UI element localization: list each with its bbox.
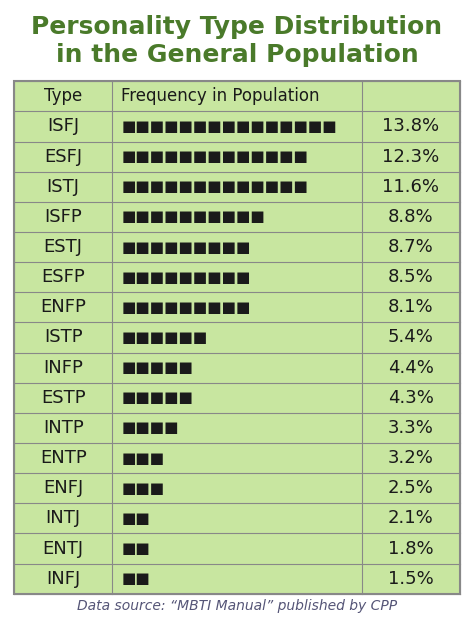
- Text: 1.8%: 1.8%: [388, 539, 434, 558]
- Text: ESTP: ESTP: [41, 389, 85, 407]
- FancyBboxPatch shape: [14, 81, 460, 594]
- Text: INTJ: INTJ: [46, 509, 81, 528]
- Text: Type: Type: [44, 88, 82, 106]
- Text: INTP: INTP: [43, 419, 83, 437]
- Text: ■■: ■■: [121, 571, 150, 586]
- Text: 2.1%: 2.1%: [388, 509, 434, 528]
- Text: 8.1%: 8.1%: [388, 298, 434, 316]
- Text: ■■■: ■■■: [121, 481, 164, 496]
- Text: ENFJ: ENFJ: [43, 479, 83, 498]
- Text: 12.3%: 12.3%: [382, 148, 439, 166]
- Text: INFP: INFP: [43, 359, 83, 377]
- Text: ■■■■: ■■■■: [121, 421, 179, 436]
- Text: 1.5%: 1.5%: [388, 569, 434, 588]
- Text: ESFJ: ESFJ: [44, 148, 82, 166]
- Text: ■■: ■■: [121, 541, 150, 556]
- Text: ■■■■■: ■■■■■: [121, 390, 193, 405]
- Text: ■■■■■■■■■■■■■: ■■■■■■■■■■■■■: [121, 149, 308, 164]
- Text: 8.8%: 8.8%: [388, 208, 434, 226]
- Text: 3.3%: 3.3%: [388, 419, 434, 437]
- Text: Personality Type Distribution
in the General Population: Personality Type Distribution in the Gen…: [31, 15, 443, 66]
- Text: INFJ: INFJ: [46, 569, 81, 588]
- Text: ISTJ: ISTJ: [47, 177, 80, 196]
- Text: ■■■■■■■■■: ■■■■■■■■■: [121, 270, 251, 285]
- Text: 4.3%: 4.3%: [388, 389, 434, 407]
- Text: ISFP: ISFP: [45, 208, 82, 226]
- Text: ■■■■■: ■■■■■: [121, 360, 193, 375]
- Text: ■■■■■■■■■: ■■■■■■■■■: [121, 239, 251, 254]
- Text: 8.5%: 8.5%: [388, 268, 434, 286]
- Text: 5.4%: 5.4%: [388, 329, 434, 346]
- Text: 4.4%: 4.4%: [388, 359, 434, 377]
- Text: ISTP: ISTP: [44, 329, 82, 346]
- Text: 3.2%: 3.2%: [388, 449, 434, 467]
- Text: 13.8%: 13.8%: [382, 118, 439, 136]
- Text: ■■■■■■■■■■: ■■■■■■■■■■: [121, 209, 265, 224]
- Text: ■■■: ■■■: [121, 451, 164, 466]
- Text: ENTP: ENTP: [40, 449, 87, 467]
- Text: ■■■■■■■■■■■■■■■: ■■■■■■■■■■■■■■■: [121, 119, 337, 134]
- Text: ■■■■■■■■■: ■■■■■■■■■: [121, 300, 251, 315]
- Text: Data source: “MBTI Manual” published by CPP: Data source: “MBTI Manual” published by …: [77, 599, 397, 613]
- Text: 8.7%: 8.7%: [388, 238, 434, 256]
- Text: 11.6%: 11.6%: [382, 177, 439, 196]
- Text: ENTJ: ENTJ: [43, 539, 84, 558]
- Text: ■■■■■■■■■■■■■: ■■■■■■■■■■■■■: [121, 179, 308, 194]
- Text: ESFP: ESFP: [41, 268, 85, 286]
- Text: ■■■■■■: ■■■■■■: [121, 330, 208, 345]
- Text: 2.5%: 2.5%: [388, 479, 434, 498]
- Text: ESTJ: ESTJ: [44, 238, 83, 256]
- Text: ISFJ: ISFJ: [47, 118, 79, 136]
- Text: ENFP: ENFP: [40, 298, 86, 316]
- Text: Frequency in Population: Frequency in Population: [121, 88, 319, 106]
- Text: ■■: ■■: [121, 511, 150, 526]
